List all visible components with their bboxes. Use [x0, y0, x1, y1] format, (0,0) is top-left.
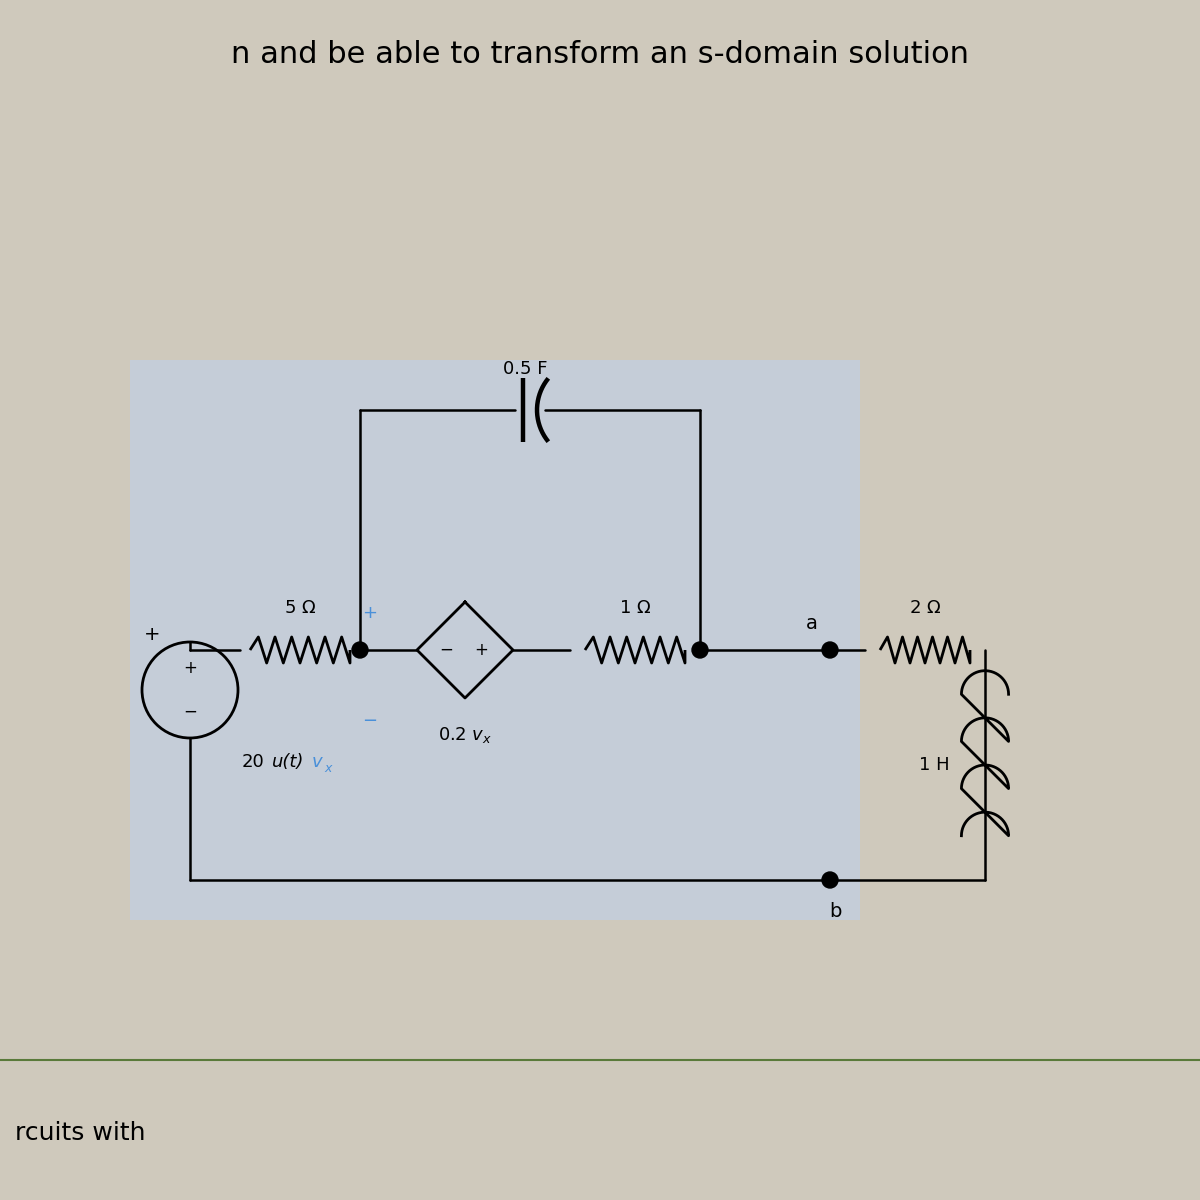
Text: v: v	[312, 754, 323, 770]
Circle shape	[352, 642, 368, 658]
Text: a: a	[806, 614, 818, 634]
Text: +: +	[474, 641, 488, 659]
Text: 1 $\Omega$: 1 $\Omega$	[619, 599, 652, 617]
Text: 0.5 F: 0.5 F	[503, 360, 547, 378]
Text: 2 $\Omega$: 2 $\Omega$	[908, 599, 941, 617]
Text: u(t): u(t)	[272, 754, 305, 770]
Text: −: −	[184, 703, 197, 721]
Circle shape	[692, 642, 708, 658]
Text: −: −	[362, 712, 378, 730]
Text: x: x	[324, 762, 331, 774]
Text: +: +	[362, 604, 378, 622]
FancyBboxPatch shape	[130, 360, 860, 920]
Text: +: +	[184, 659, 197, 677]
Text: n and be able to transform an s-domain solution: n and be able to transform an s-domain s…	[230, 40, 970, 68]
Circle shape	[822, 642, 838, 658]
Text: rcuits with: rcuits with	[14, 1121, 145, 1145]
Text: −: −	[439, 641, 452, 659]
Text: 1 H: 1 H	[919, 756, 950, 774]
Text: 5 $\Omega$: 5 $\Omega$	[284, 599, 316, 617]
Circle shape	[822, 872, 838, 888]
Text: +: +	[144, 625, 161, 644]
Text: b: b	[829, 902, 841, 922]
Text: 20: 20	[242, 754, 265, 770]
Text: 0.2 $v_x$: 0.2 $v_x$	[438, 725, 492, 745]
